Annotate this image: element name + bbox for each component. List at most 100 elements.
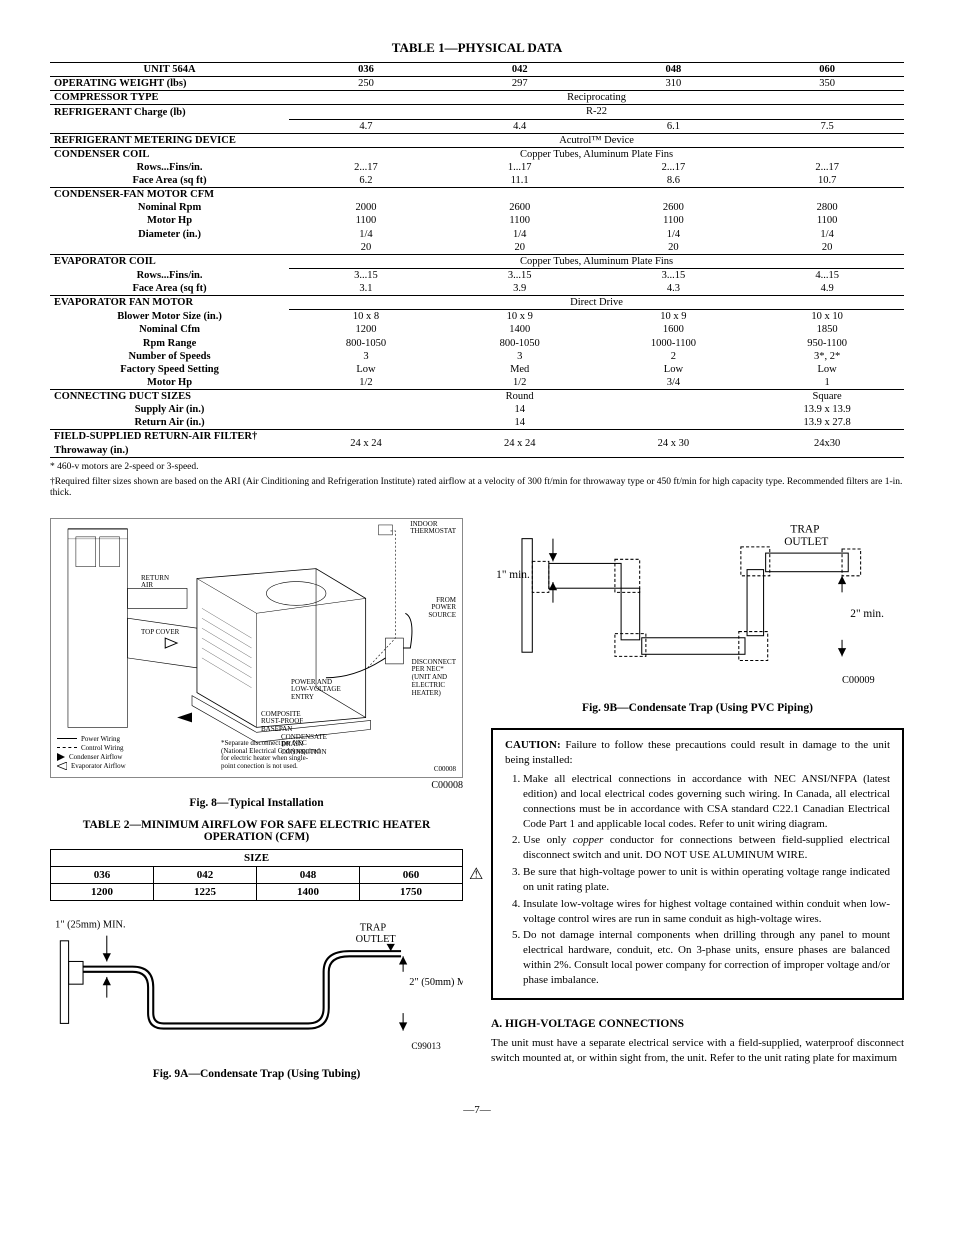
t1-cell: 2000 [289, 201, 443, 214]
fig9b-diagram: TRAP OUTLET 1" min. 2" min. [491, 518, 904, 694]
table2: SIZE 036 042 048 060 1200 1225 1400 1750 [50, 849, 463, 901]
t1-row-label: Factory Speed Setting [50, 363, 289, 376]
t2-val-0: 1200 [51, 883, 154, 900]
fig8-power-source-label: FROMPOWERSOURCE [428, 597, 456, 620]
t1-cell: Low [750, 363, 904, 376]
t1-merged-cell: Copper Tubes, Aluminum Plate Fins [289, 254, 904, 268]
t1-cell: 3/4 [597, 376, 751, 390]
fig8-thermostat-label: INDOORTHERMOSTAT [410, 521, 456, 536]
t1-cell: 10 x 9 [443, 310, 597, 324]
t1-cell: 800-1050 [443, 337, 597, 350]
fig8-separate-note: *Separate disconnect per NEC(National El… [221, 740, 361, 771]
t1-cell: 1000-1100 [597, 337, 751, 350]
t1-cell: 1/2 [443, 376, 597, 390]
t1-cell: 24x30 [750, 430, 904, 457]
t1-note1: * 460-v motors are 2-speed or 3-speed. [50, 462, 904, 473]
t1-cell: 1/4 [289, 228, 443, 241]
t1-cell: 2800 [750, 201, 904, 214]
t1-cell: 1/4 [597, 228, 751, 241]
t2-col-3: 060 [360, 866, 463, 883]
t1-row-label: Diameter (in.) [50, 228, 289, 241]
fig9a-trap-label: TRAP [360, 922, 387, 933]
fig9a-caption: Fig. 9A—Condensate Trap (Using Tubing) [50, 1068, 463, 1080]
t1-row-label: FIELD-SUPPLIED RETURN-AIR FILTER†Throwaw… [50, 430, 289, 457]
t1-cell: 3.1 [289, 282, 443, 296]
fig8-illustration: INDOORTHERMOSTAT RETURNAIR TOP COVER FRO… [50, 518, 463, 778]
t1-cell: 24 x 30 [597, 430, 751, 457]
fig9b-code: C00009 [842, 675, 875, 686]
t1-cell: 310 [597, 77, 751, 91]
t1-cell: 20 [750, 241, 904, 255]
t1-cell: 24 x 24 [289, 430, 443, 457]
t1-cell: 1100 [750, 214, 904, 227]
fig9b-min2: 2" min. [850, 608, 884, 620]
fig8-caption: Fig. 8—Typical Installation [50, 797, 463, 809]
t1-cell: 3 [289, 350, 443, 363]
t1-cell: 350 [750, 77, 904, 91]
t1-unit-header: UNIT 564A [50, 63, 289, 77]
t1-cell: 3...15 [443, 268, 597, 282]
t1-cell: 2...17 [289, 161, 443, 174]
t1-cell: 800-1050 [289, 337, 443, 350]
caution-item: Insulate low-voltage wires for highest v… [523, 897, 890, 927]
t2-val-1: 1225 [154, 883, 257, 900]
t1-note2: †Required filter sizes shown are based o… [50, 477, 904, 500]
t1-row-label: EVAPORATOR COIL [50, 254, 289, 268]
t1-cell: Low [597, 363, 751, 376]
t1-row-label: Supply Air (in.) [50, 403, 289, 416]
t1-split-left: 14 [289, 403, 750, 416]
legend-condenser-airflow: Condenser Airflow [57, 753, 126, 761]
t1-cell: 4.3 [597, 282, 751, 296]
t1-row-label: Return Air (in.) [50, 416, 289, 430]
t1-cell: 1 [750, 376, 904, 390]
t1-row-label: Rpm Range [50, 337, 289, 350]
caution-head: CAUTION: [505, 739, 561, 751]
t1-row-label: REFRIGERANT METERING DEVICE [50, 133, 289, 147]
t1-cell: 24 x 24 [443, 430, 597, 457]
t1-cell: 4.7 [289, 119, 443, 133]
fig8-top-cover-label: TOP COVER [141, 629, 179, 637]
t2-col-0: 036 [51, 866, 154, 883]
t1-cell: 1/2 [289, 376, 443, 390]
t1-cell: 1100 [597, 214, 751, 227]
t1-row-label: OPERATING WEIGHT (lbs) [50, 77, 289, 91]
t1-cell: 20 [443, 241, 597, 255]
caution-item: Use only copper conductor for connection… [523, 833, 890, 863]
t1-split-right: 13.9 x 13.9 [750, 403, 904, 416]
t1-col-2: 048 [597, 63, 751, 77]
legend-control-wiring: Control Wiring [57, 744, 126, 752]
t1-cell: 2...17 [750, 161, 904, 174]
t1-cell: 1100 [443, 214, 597, 227]
legend-power-wiring: Power Wiring [57, 735, 126, 743]
fig8-return-air-label: RETURNAIR [141, 575, 169, 590]
t2-size-header: SIZE [51, 849, 463, 866]
t2-val-2: 1400 [257, 883, 360, 900]
t1-merged-cell: Direct Drive [289, 296, 904, 310]
svg-text:OUTLET: OUTLET [356, 934, 397, 945]
warning-icon: ⚠ [469, 864, 483, 884]
t1-cell: 250 [289, 77, 443, 91]
t1-cell: 7.5 [750, 119, 904, 133]
t1-row-label: Nominal Cfm [50, 323, 289, 336]
t1-cell: 2 [597, 350, 751, 363]
page-number: —7— [50, 1104, 904, 1116]
t1-row-label: CONDENSER-FAN MOTOR CFM [50, 188, 289, 202]
t1-col-0: 036 [289, 63, 443, 77]
t1-cell: 2...17 [597, 161, 751, 174]
t1-row-label [50, 241, 289, 255]
t1-cell: 11.1 [443, 174, 597, 188]
t1-cell: 1100 [289, 214, 443, 227]
caution-item: Be sure that high-voltage power to unit … [523, 865, 890, 895]
caution-box: CAUTION: Failure to follow these precaut… [491, 728, 904, 1000]
t1-cell: 1/4 [750, 228, 904, 241]
t2-val-3: 1750 [360, 883, 463, 900]
t1-cell: 4.9 [750, 282, 904, 296]
fig8-composite-label: COMPOSITERUST-PROOFBASEPAN [261, 711, 303, 734]
caution-list: Make all electrical connections in accor… [505, 772, 890, 988]
t1-cell: 3*, 2* [750, 350, 904, 363]
t1-split-left: 14 [289, 416, 750, 430]
t1-cell: 2600 [443, 201, 597, 214]
t1-cell: 6.1 [597, 119, 751, 133]
svg-text:TRAP: TRAP [790, 523, 819, 535]
fig9b-min1: 1" min. [496, 569, 530, 581]
